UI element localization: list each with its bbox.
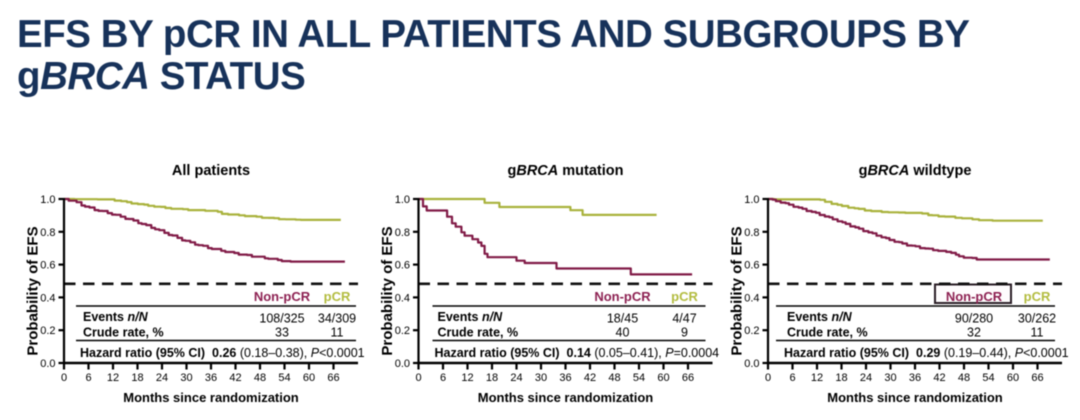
svg-text:12: 12 bbox=[461, 372, 473, 384]
svg-text:12: 12 bbox=[811, 372, 823, 384]
svg-text:54: 54 bbox=[982, 372, 994, 384]
svg-text:54: 54 bbox=[278, 372, 290, 384]
svg-text:30/262: 30/262 bbox=[1018, 312, 1056, 326]
svg-text:Probability of EFS: Probability of EFS bbox=[379, 226, 396, 355]
svg-text:pCR: pCR bbox=[324, 289, 351, 304]
svg-text:48: 48 bbox=[254, 372, 266, 384]
svg-text:0.0: 0.0 bbox=[744, 358, 759, 370]
svg-text:Months since randomization: Months since randomization bbox=[827, 390, 1003, 405]
svg-text:60: 60 bbox=[657, 372, 669, 384]
svg-text:All patients: All patients bbox=[172, 163, 250, 179]
svg-text:30: 30 bbox=[535, 372, 547, 384]
svg-text:11: 11 bbox=[1031, 326, 1044, 340]
svg-text:60: 60 bbox=[1007, 372, 1019, 384]
svg-text:0.4: 0.4 bbox=[40, 292, 55, 304]
svg-text:66: 66 bbox=[682, 372, 694, 384]
svg-text:11: 11 bbox=[331, 326, 344, 340]
svg-text:Months since randomization: Months since randomization bbox=[123, 390, 299, 405]
svg-text:60: 60 bbox=[303, 372, 315, 384]
svg-text:1.0: 1.0 bbox=[40, 194, 55, 206]
svg-text:Probability of EFS: Probability of EFS bbox=[729, 226, 746, 355]
svg-text:12: 12 bbox=[107, 372, 119, 384]
svg-text:Probability of EFS: Probability of EFS bbox=[25, 226, 42, 355]
svg-text:0.0: 0.0 bbox=[395, 358, 410, 370]
svg-text:54: 54 bbox=[633, 372, 645, 384]
svg-text:48: 48 bbox=[608, 372, 620, 384]
svg-text:24: 24 bbox=[860, 372, 872, 384]
svg-text:Events n/N: Events n/N bbox=[83, 310, 149, 324]
svg-text:30: 30 bbox=[884, 372, 896, 384]
svg-text:Crude rate, %: Crude rate, % bbox=[438, 326, 519, 340]
svg-text:36: 36 bbox=[909, 372, 921, 384]
svg-text:Events n/N: Events n/N bbox=[787, 310, 853, 324]
svg-text:Hazard ratio (95% CI)0.14 (0.0: Hazard ratio (95% CI) 0.14 (0.05–0.41), P… bbox=[435, 346, 720, 360]
svg-text:36: 36 bbox=[205, 372, 217, 384]
svg-text:6: 6 bbox=[789, 372, 795, 384]
svg-text:18: 18 bbox=[486, 372, 498, 384]
svg-text:66: 66 bbox=[1031, 372, 1043, 384]
svg-text:0.0: 0.0 bbox=[40, 358, 55, 370]
svg-text:Non-pCR: Non-pCR bbox=[254, 289, 311, 304]
svg-text:Hazard ratio (95% CI)0.29 (0.1: Hazard ratio (95% CI) 0.29 (0.19–0.44), P… bbox=[784, 346, 1069, 360]
svg-text:gBRCA mutation: gBRCA mutation bbox=[508, 163, 624, 179]
svg-text:66: 66 bbox=[327, 372, 339, 384]
svg-text:42: 42 bbox=[229, 372, 241, 384]
svg-text:42: 42 bbox=[584, 372, 596, 384]
svg-text:0.2: 0.2 bbox=[40, 325, 55, 337]
svg-text:48: 48 bbox=[958, 372, 970, 384]
svg-text:Hazard ratio (95% CI)0.26 (0.1: Hazard ratio (95% CI) 0.26 (0.18–0.38), P… bbox=[80, 346, 365, 360]
svg-text:18/45: 18/45 bbox=[607, 312, 638, 326]
svg-text:Non-pCR: Non-pCR bbox=[946, 289, 1003, 304]
svg-text:0.4: 0.4 bbox=[395, 292, 410, 304]
svg-text:24: 24 bbox=[156, 372, 168, 384]
svg-text:pCR: pCR bbox=[1024, 289, 1051, 304]
svg-text:32: 32 bbox=[967, 326, 981, 340]
svg-text:1.0: 1.0 bbox=[395, 194, 410, 206]
svg-text:0.8: 0.8 bbox=[395, 227, 410, 239]
svg-text:Crude rate, %: Crude rate, % bbox=[787, 326, 868, 340]
svg-text:gBRCA wildtype: gBRCA wildtype bbox=[859, 163, 972, 179]
svg-text:90/280: 90/280 bbox=[955, 312, 993, 326]
svg-text:9: 9 bbox=[681, 326, 688, 340]
svg-text:Crude rate, %: Crude rate, % bbox=[83, 326, 164, 340]
svg-text:0.6: 0.6 bbox=[744, 260, 759, 272]
svg-text:4/47: 4/47 bbox=[672, 312, 696, 326]
svg-text:1.0: 1.0 bbox=[744, 194, 759, 206]
svg-text:Events n/N: Events n/N bbox=[438, 310, 504, 324]
svg-text:18: 18 bbox=[835, 372, 847, 384]
svg-text:0.8: 0.8 bbox=[744, 227, 759, 239]
svg-text:34/309: 34/309 bbox=[318, 312, 356, 326]
svg-text:0: 0 bbox=[765, 372, 771, 384]
svg-text:0.4: 0.4 bbox=[744, 292, 759, 304]
svg-text:0.8: 0.8 bbox=[40, 227, 55, 239]
svg-text:6: 6 bbox=[85, 372, 91, 384]
svg-text:30: 30 bbox=[180, 372, 192, 384]
svg-text:6: 6 bbox=[440, 372, 446, 384]
svg-text:40: 40 bbox=[616, 326, 630, 340]
svg-text:42: 42 bbox=[933, 372, 945, 384]
svg-text:108/325: 108/325 bbox=[259, 312, 304, 326]
svg-text:24: 24 bbox=[510, 372, 522, 384]
svg-text:0: 0 bbox=[415, 372, 421, 384]
svg-text:36: 36 bbox=[559, 372, 571, 384]
svg-text:33: 33 bbox=[275, 326, 289, 340]
svg-text:Non-pCR: Non-pCR bbox=[594, 289, 651, 304]
svg-text:18: 18 bbox=[131, 372, 143, 384]
svg-text:0.2: 0.2 bbox=[395, 325, 410, 337]
svg-text:Months since randomization: Months since randomization bbox=[478, 390, 654, 405]
svg-text:pCR: pCR bbox=[671, 289, 698, 304]
svg-text:0.2: 0.2 bbox=[744, 325, 759, 337]
svg-text:0.6: 0.6 bbox=[395, 260, 410, 272]
svg-text:0.6: 0.6 bbox=[40, 260, 55, 272]
svg-text:0: 0 bbox=[61, 372, 67, 384]
